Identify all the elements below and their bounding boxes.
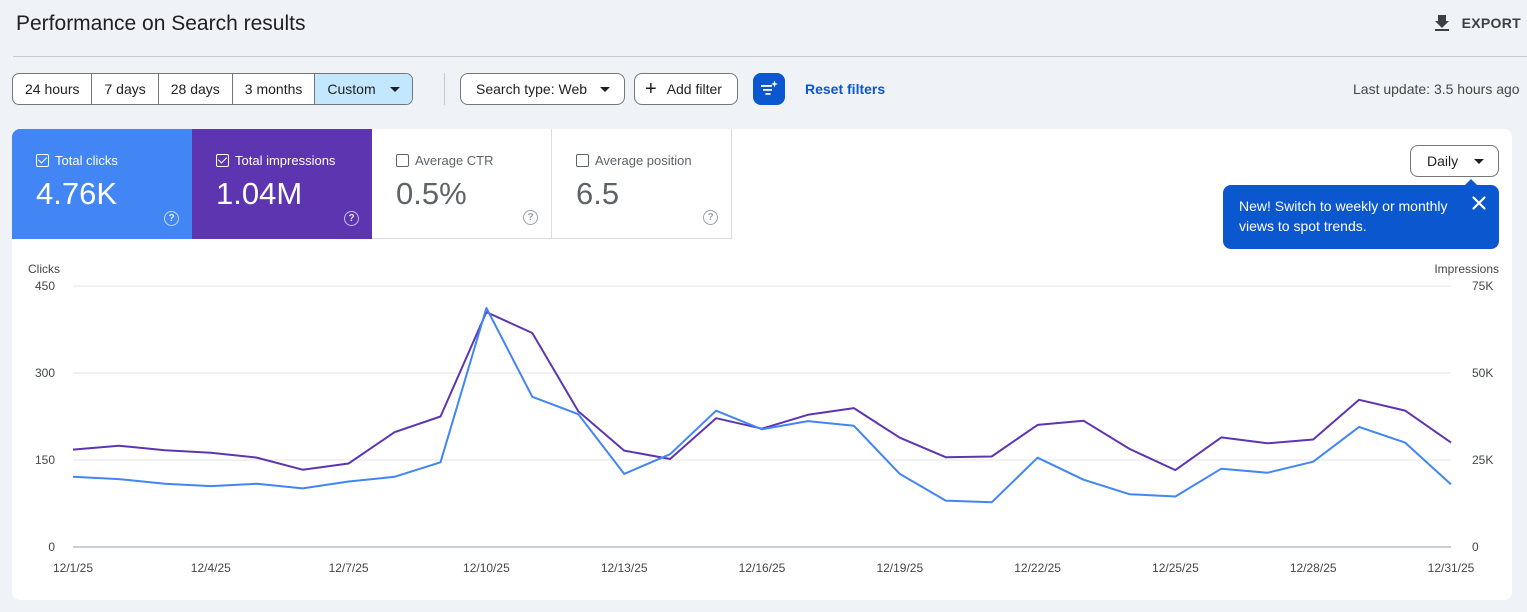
ai-filter-button[interactable] (753, 73, 785, 105)
left-tick-label: 0 (48, 540, 55, 554)
range-label: 24 hours (25, 81, 80, 97)
range-7-days[interactable]: 7 days (92, 74, 159, 104)
caret-down-icon (1474, 159, 1484, 164)
x-tick-label: 12/22/25 (1014, 561, 1061, 575)
x-tick-label: 12/7/25 (329, 561, 369, 575)
download-icon (1434, 15, 1449, 31)
range-28-days[interactable]: 28 days (159, 74, 233, 104)
x-tick-label: 12/19/25 (876, 561, 923, 575)
left-tick-label: 450 (35, 279, 55, 293)
x-tick-label: 12/13/25 (601, 561, 648, 575)
help-icon[interactable]: ? (703, 210, 718, 225)
checkbox-checked-icon (36, 154, 49, 167)
toolbar-divider (444, 73, 445, 105)
right-tick-label: 25K (1472, 453, 1493, 467)
range-3-months[interactable]: 3 months (233, 74, 316, 104)
help-icon[interactable]: ? (164, 211, 179, 226)
search-type-dropdown[interactable]: Search type: Web (460, 73, 626, 105)
left-tick-label: 150 (35, 453, 55, 467)
page-header: Performance on Search results EXPORT (0, 0, 1527, 57)
help-icon[interactable]: ? (523, 210, 538, 225)
series-line-clicks[interactable] (72, 307, 1452, 504)
right-tick-label: 0 (1472, 540, 1479, 554)
granularity-tooltip: New! Switch to weekly or monthly views t… (1223, 179, 1499, 249)
range-label: 3 months (244, 81, 303, 97)
checkbox-unchecked-icon (576, 154, 589, 167)
metric-average-ctr[interactable]: Average CTR 0.5% ? (372, 129, 552, 239)
right-tick-label: 75K (1472, 279, 1493, 293)
range-24-hours[interactable]: 24 hours (13, 74, 93, 104)
metric-value: 6.5 (576, 176, 620, 211)
x-tick-label: 12/25/25 (1152, 561, 1199, 575)
x-tick-label: 12/31/25 (1428, 561, 1475, 575)
right-axis-title: Impressions (1434, 262, 1499, 276)
granularity-dropdown[interactable]: Daily (1410, 145, 1499, 177)
range-label: 28 days (170, 81, 220, 97)
export-label: EXPORT (1461, 15, 1521, 31)
caret-down-icon (600, 86, 611, 92)
page-title: Performance on Search results (16, 12, 306, 35)
sparkle-filter-icon (761, 80, 778, 95)
tooltip-text: New! Switch to weekly or monthly views t… (1239, 198, 1448, 234)
metric-average-position[interactable]: Average position 6.5 ? (552, 129, 732, 239)
left-axis-title: Clicks (28, 262, 60, 276)
metric-total-clicks[interactable]: Total clicks 4.76K ? (12, 129, 192, 239)
metric-value: 4.76K (36, 176, 118, 211)
left-tick-label: 300 (35, 366, 55, 380)
series-line-impressions[interactable] (72, 311, 1452, 472)
range-custom[interactable]: Custom (315, 74, 412, 104)
x-tick-label: 12/1/25 (53, 561, 93, 575)
metric-total-impressions[interactable]: Total impressions 1.04M ? (192, 129, 372, 239)
date-range-group: 24 hours 7 days 28 days 3 months Custom (12, 73, 413, 105)
filter-toolbar: 24 hours 7 days 28 days 3 months Custom … (12, 73, 1527, 105)
help-icon[interactable]: ? (344, 211, 359, 226)
search-type-label: Search type: Web (476, 81, 588, 97)
header-divider (13, 56, 1527, 57)
close-icon[interactable] (1471, 195, 1487, 211)
x-tick-label: 12/28/25 (1290, 561, 1337, 575)
range-label: Custom (327, 81, 376, 97)
range-label: 7 days (104, 81, 146, 97)
x-tick-label: 12/10/25 (463, 561, 510, 575)
metric-label: Average position (595, 153, 692, 168)
metric-label: Total clicks (55, 153, 118, 168)
metric-label: Average CTR (415, 153, 494, 168)
caret-down-icon (389, 86, 400, 92)
export-button[interactable]: EXPORT (1432, 13, 1521, 33)
last-update-text: Last update: 3.5 hours ago (1353, 81, 1520, 97)
checkbox-checked-icon (216, 154, 229, 167)
add-filter-button[interactable]: + Add filter (634, 73, 738, 105)
x-tick-label: 12/4/25 (191, 561, 231, 575)
add-filter-label: Add filter (666, 81, 722, 97)
plus-icon: + (645, 78, 657, 100)
checkbox-unchecked-icon (396, 154, 409, 167)
x-tick-label: 12/16/25 (739, 561, 786, 575)
performance-chart: Clicks Impressions 0 0 150 25K 300 50K 450 75K 12/… (28, 262, 1499, 575)
metric-label: Total impressions (235, 153, 336, 168)
performance-card: Total clicks 4.76K ? Total impressions 1… (12, 129, 1512, 600)
metric-value: 0.5% (396, 176, 467, 211)
granularity-label: Daily (1427, 153, 1459, 169)
right-tick-label: 50K (1472, 366, 1493, 380)
metric-value: 1.04M (216, 176, 303, 211)
reset-filters-link[interactable]: Reset filters (805, 81, 886, 97)
